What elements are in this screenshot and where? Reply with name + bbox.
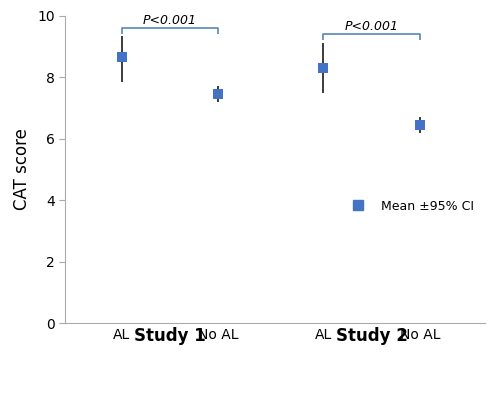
Text: Study 1: Study 1 [134, 327, 206, 345]
Text: Study 2: Study 2 [336, 327, 408, 345]
Text: P<0.001: P<0.001 [143, 13, 197, 26]
Legend: Mean ±95% CI: Mean ±95% CI [341, 195, 479, 218]
Text: P<0.001: P<0.001 [345, 20, 399, 33]
Y-axis label: CAT score: CAT score [14, 128, 32, 210]
